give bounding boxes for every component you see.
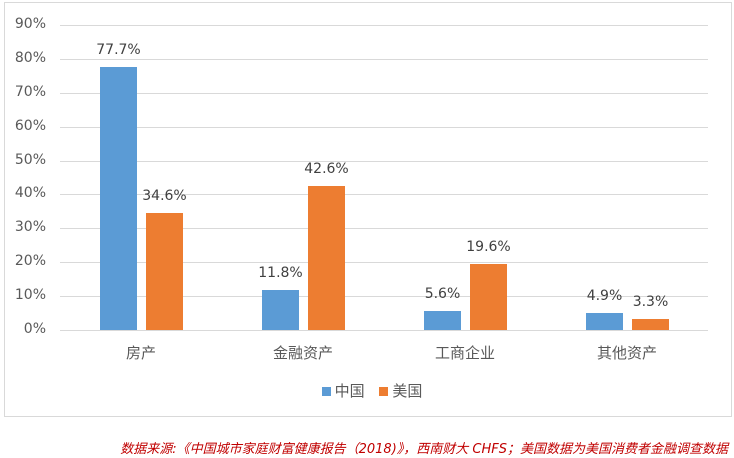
data-label: 77.7% [96, 41, 141, 58]
bar-0-0 [100, 66, 137, 330]
legend-label-china: 中国 [334, 382, 365, 400]
bar-1-1 [308, 185, 345, 330]
gridline [60, 160, 708, 162]
bar-0-1 [146, 212, 183, 330]
bar-3-1 [632, 318, 669, 330]
y-tick-label: 70% [14, 83, 46, 100]
data-label: 42.6% [304, 160, 349, 177]
x-category-label: 其他资产 [596, 344, 657, 362]
gridline [60, 24, 708, 26]
legend-swatch-china [321, 387, 331, 396]
gridline [60, 194, 708, 196]
legend: 中国 美国 [0, 380, 734, 401]
data-label: 5.6% [424, 286, 461, 303]
x-category-label: 房产 [125, 344, 156, 362]
data-label: 4.9% [586, 288, 623, 305]
data-label: 19.6% [466, 238, 511, 255]
gridline [60, 92, 708, 94]
y-tick-label: 60% [14, 117, 46, 134]
gridline [60, 58, 708, 60]
bar-3-0 [586, 313, 623, 330]
gridline [60, 330, 708, 331]
gridline [60, 296, 708, 298]
bar-2-1 [470, 263, 507, 330]
y-tick-label: 80% [14, 49, 46, 66]
y-tick-label: 10% [14, 287, 46, 304]
y-tick-label: 50% [14, 151, 46, 168]
y-tick-label: 90% [14, 15, 46, 32]
bar-1-0 [262, 289, 299, 330]
x-category-label: 金融资产 [272, 344, 333, 362]
y-tick-label: 30% [14, 219, 46, 236]
gridline [60, 126, 708, 128]
data-label: 3.3% [632, 293, 669, 310]
legend-label-usa: 美国 [392, 382, 423, 400]
chart-frame [4, 2, 732, 417]
y-tick-label: 20% [14, 253, 46, 270]
x-category-label: 工商企业 [434, 344, 495, 362]
data-label: 34.6% [142, 187, 187, 204]
gridline [60, 228, 708, 230]
gridline [60, 262, 708, 264]
data-label: 11.8% [258, 264, 303, 281]
source-note: 数据来源:《中国城市家庭财富健康报告（2018)》，西南财大 CHFS；美国数据… [120, 442, 728, 457]
legend-swatch-usa [379, 387, 389, 396]
y-tick-label: 0% [23, 321, 46, 337]
bar-2-0 [424, 311, 461, 330]
y-tick-label: 40% [14, 185, 46, 202]
